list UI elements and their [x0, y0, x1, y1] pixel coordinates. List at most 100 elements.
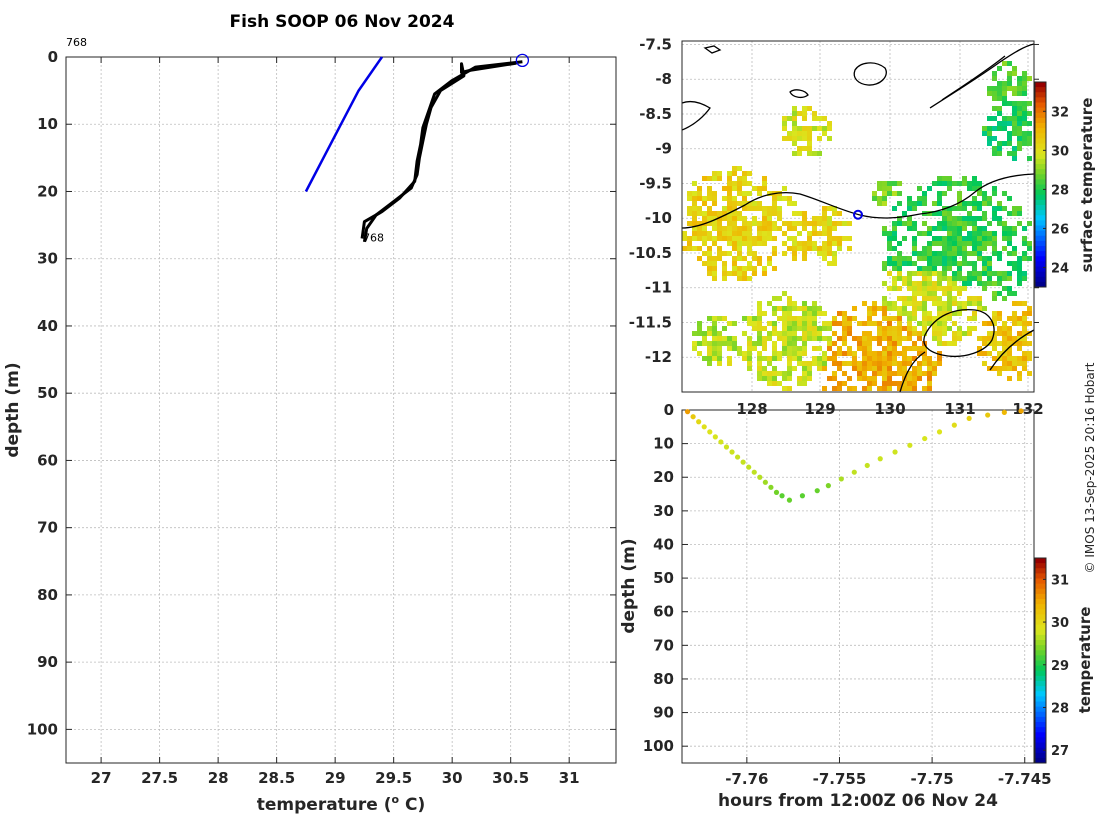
sst-pixel — [1022, 141, 1027, 146]
section-y-tick-label: 40 — [653, 535, 674, 553]
sst-pixel — [852, 361, 857, 366]
sst-pixel — [1002, 331, 1007, 336]
sst-pixel — [1002, 226, 1007, 231]
sst-pixel — [1017, 91, 1022, 96]
sst-pixel — [962, 206, 967, 211]
sst-pixel — [697, 191, 702, 196]
sst-pixel — [802, 351, 807, 356]
sst-pixel — [812, 301, 817, 306]
sst-pixel — [737, 226, 742, 231]
sst-pixel — [767, 211, 772, 216]
sst-pixel — [927, 241, 932, 246]
sst-pixel — [957, 241, 962, 246]
sst-pixel — [712, 261, 717, 266]
sst-pixel — [1007, 376, 1012, 381]
sst-pixel — [987, 131, 992, 136]
sst-pixel — [867, 331, 872, 336]
sst-pixel — [697, 221, 702, 226]
sst-pixel — [907, 356, 912, 361]
sst-pixel — [767, 191, 772, 196]
sst-pixel — [807, 231, 812, 236]
sst-pixel — [802, 336, 807, 341]
sst-pixel — [827, 226, 832, 231]
sst-pixel — [912, 341, 917, 346]
sst-pixel — [997, 316, 1002, 321]
sst-pixel — [712, 326, 717, 331]
sst-pixel — [787, 311, 792, 316]
sst-pixel — [892, 236, 897, 241]
sst-pixel — [732, 236, 737, 241]
sst-pixel — [927, 231, 932, 236]
sst-pixel — [742, 231, 747, 236]
sst-pixel — [937, 301, 942, 306]
sst-pixel — [992, 186, 997, 191]
sst-pixel — [887, 386, 892, 391]
sst-pixel — [932, 371, 937, 376]
sst-pixel — [702, 226, 707, 231]
sst-pixel — [802, 131, 807, 136]
sst-pixel — [1022, 81, 1027, 86]
sst-pixel — [772, 321, 777, 326]
sst-pixel — [982, 266, 987, 271]
sst-pixel — [692, 246, 697, 251]
sst-pixel — [1002, 246, 1007, 251]
sst-pixel — [957, 221, 962, 226]
sst-pixel — [947, 211, 952, 216]
sst-pixel — [717, 331, 722, 336]
sst-pixel — [832, 241, 837, 246]
sst-pixel — [1027, 131, 1032, 136]
sst-pixel — [782, 311, 787, 316]
sst-pixel — [912, 236, 917, 241]
sst-pixel — [932, 316, 937, 321]
sst-pixel — [687, 206, 692, 211]
sst-pixel — [1002, 271, 1007, 276]
sst-pixel — [927, 356, 932, 361]
sst-pixel — [787, 376, 792, 381]
sst-pixel — [872, 366, 877, 371]
sst-pixel — [932, 251, 937, 256]
sst-pixel — [847, 316, 852, 321]
sst-pixel — [737, 251, 742, 256]
profile-x-tick-label: 28.5 — [258, 769, 295, 787]
sst-pixel — [737, 271, 742, 276]
sst-pixel — [932, 331, 937, 336]
sst-pixel — [882, 261, 887, 266]
sst-pixel — [727, 221, 732, 226]
map-lon-tick-label: 130 — [874, 400, 905, 418]
sst-pixel — [837, 241, 842, 246]
sst-pixel — [892, 361, 897, 366]
sst-pixel — [877, 306, 882, 311]
section-point — [746, 464, 752, 470]
sst-pixel — [797, 146, 802, 151]
sst-pixel — [702, 341, 707, 346]
sst-pixel — [912, 206, 917, 211]
sst-pixel — [1017, 206, 1022, 211]
sst-pixel — [1027, 356, 1032, 361]
sst-pixel — [1012, 211, 1017, 216]
sst-pixel — [817, 116, 822, 121]
sst-pixel — [727, 271, 732, 276]
sst-pixel — [722, 211, 727, 216]
sst-pixel — [972, 221, 977, 226]
sst-pixel — [732, 211, 737, 216]
sst-pixel — [787, 116, 792, 121]
sst-pixel — [997, 256, 1002, 261]
sst-pixel — [737, 181, 742, 186]
surface-start-marker — [515, 53, 530, 68]
sst-pixel — [697, 186, 702, 191]
sst-pixel — [787, 361, 792, 366]
sst-pixel — [1022, 276, 1027, 281]
sst-pixel — [712, 346, 717, 351]
sst-pixel — [727, 361, 732, 366]
sst-pixel — [707, 271, 712, 276]
sst-pixel — [752, 241, 757, 246]
surface-colorbar-segment — [1035, 261, 1046, 267]
sst-pixel — [717, 171, 722, 176]
sst-pixel — [957, 196, 962, 201]
sst-pixel — [892, 231, 897, 236]
sst-pixel — [877, 361, 882, 366]
sst-pixel — [892, 226, 897, 231]
sst-pixel — [872, 351, 877, 356]
sst-pixel — [942, 331, 947, 336]
sst-pixel — [787, 136, 792, 141]
